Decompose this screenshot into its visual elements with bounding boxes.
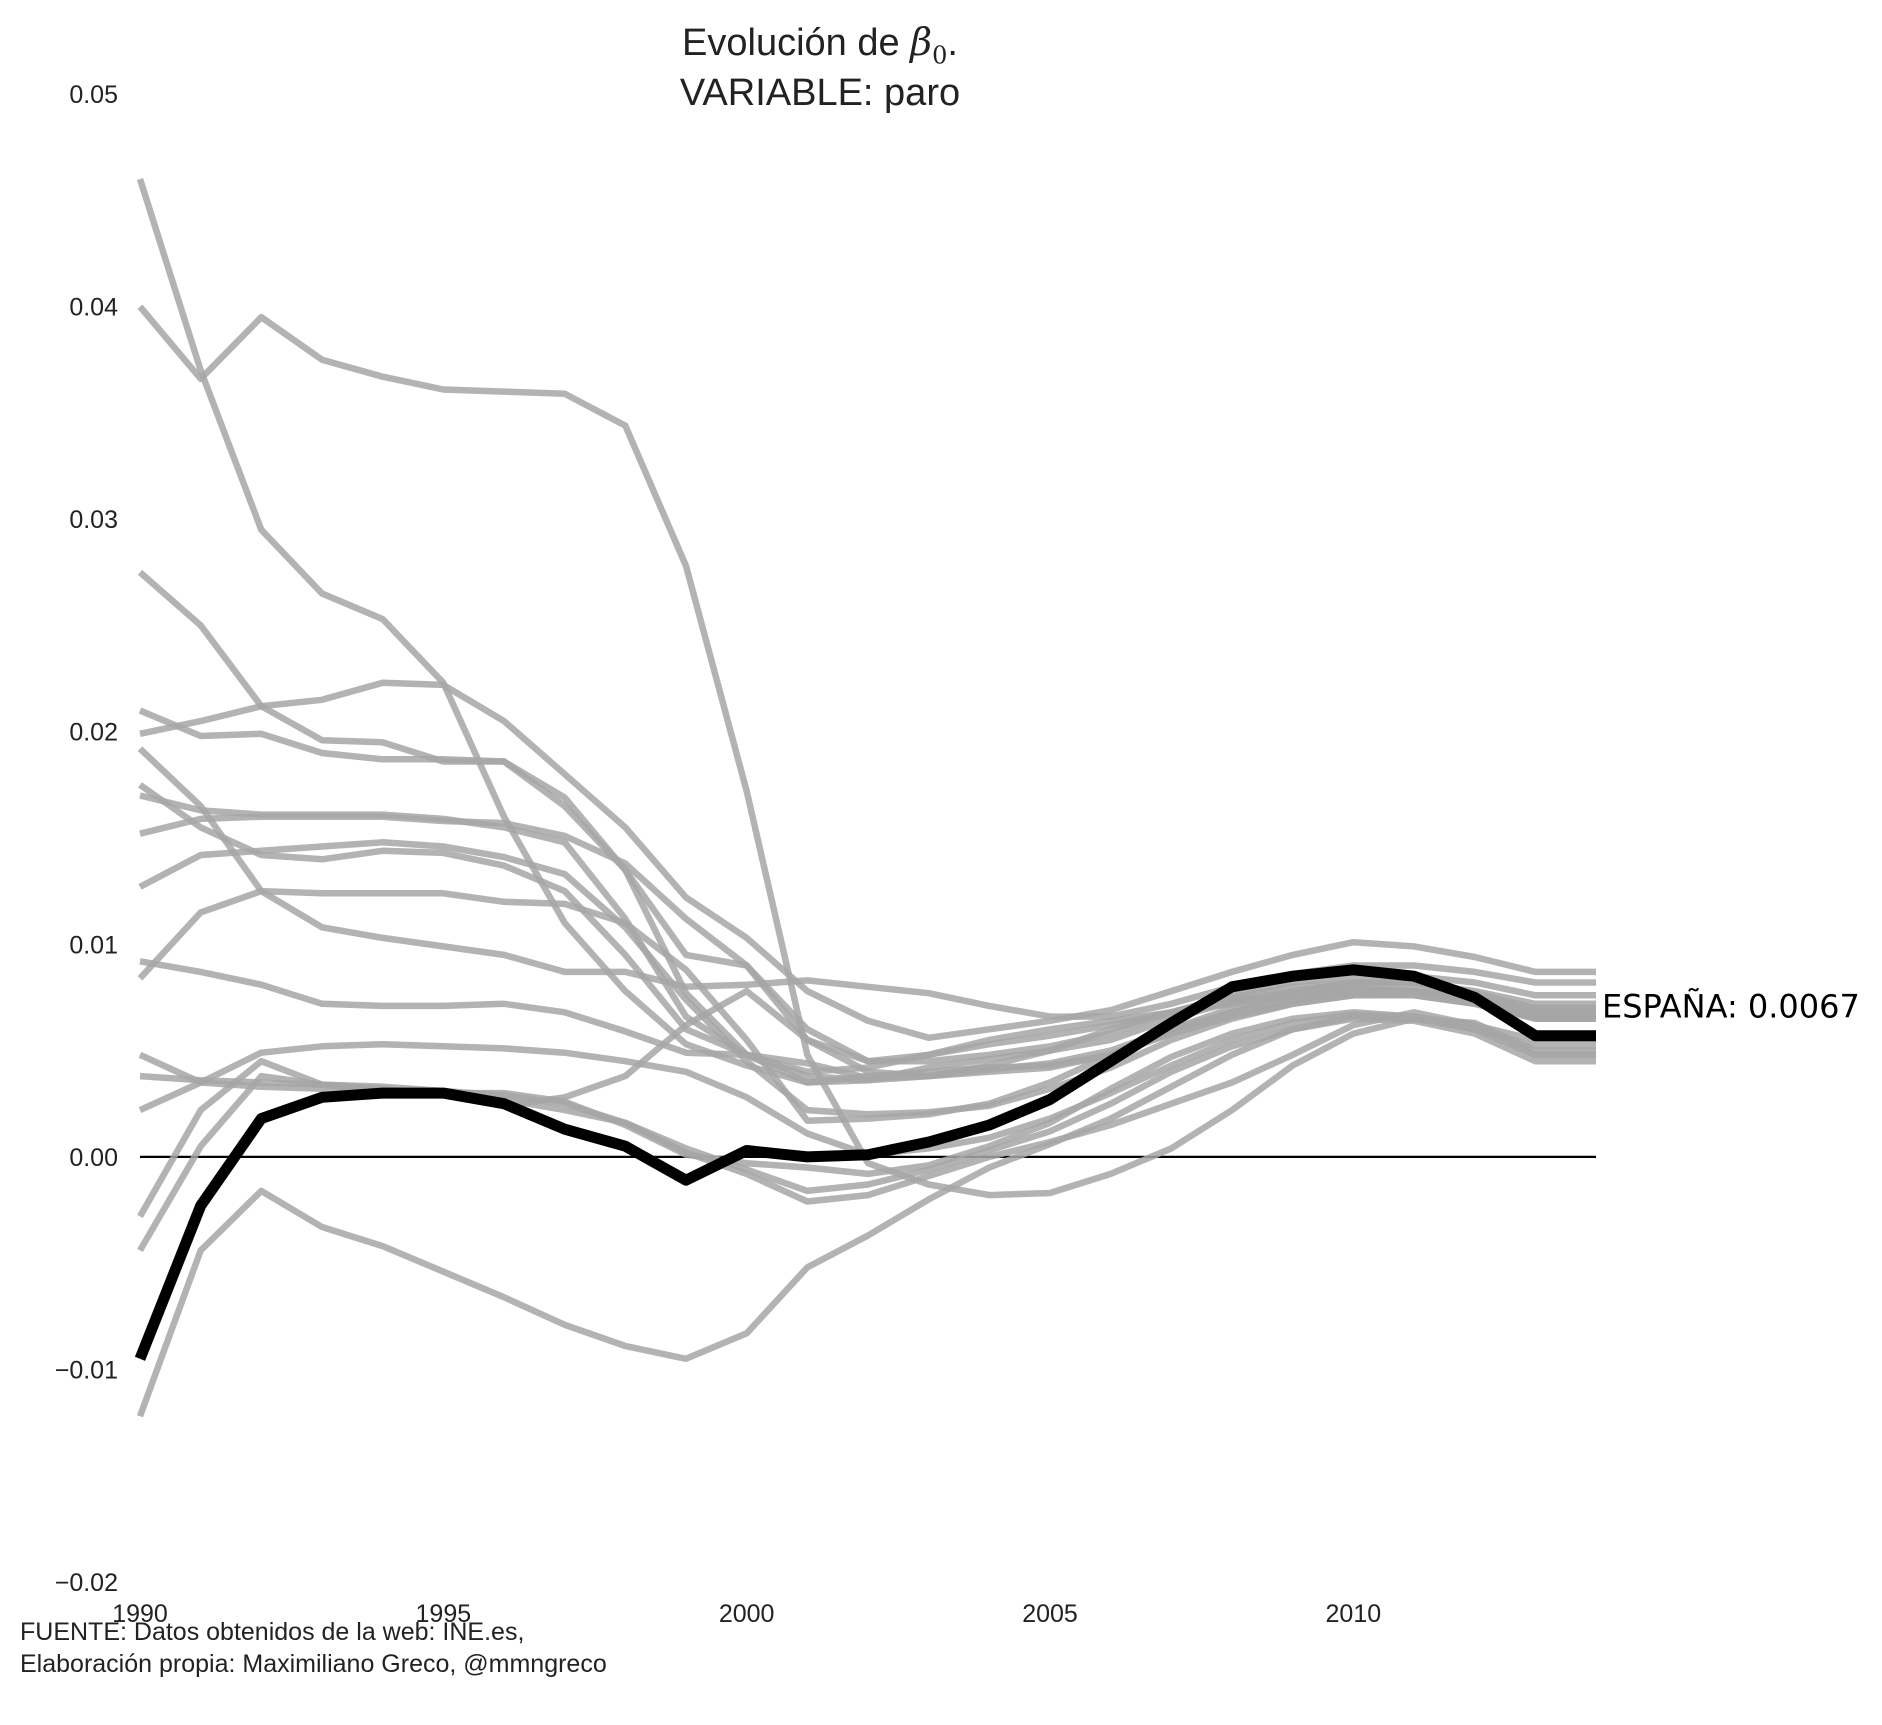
y-tick-label: −0.01 bbox=[55, 1356, 118, 1384]
x-tick-label: 1990 bbox=[112, 1600, 168, 1628]
beta-symbol: β0 bbox=[910, 20, 948, 70]
y-tick-label: 0.00 bbox=[69, 1144, 118, 1172]
y-tick-label: 0.01 bbox=[69, 931, 118, 959]
chart-title-line-2: VARIABLE: paro bbox=[679, 72, 961, 114]
y-tick-label: 0.02 bbox=[69, 719, 118, 747]
series-line-region bbox=[139, 958, 1596, 1082]
x-tick-label: 1995 bbox=[416, 1600, 472, 1628]
series-line-espana bbox=[134, 964, 1596, 1361]
series-line-region bbox=[139, 792, 1596, 1084]
series-line-region bbox=[138, 839, 1596, 1118]
y-tick-label: 0.03 bbox=[69, 506, 118, 534]
x-tick-label: 2010 bbox=[1326, 1600, 1382, 1628]
y-tick-label: −0.02 bbox=[55, 1569, 118, 1597]
chart-title-line-1: Evolución de β0. bbox=[682, 20, 958, 70]
espana-value-label: ESPAÑA: 0.0067 bbox=[1602, 988, 1860, 1026]
series-line-region bbox=[138, 707, 1596, 1065]
series-line-region bbox=[139, 1015, 1596, 1195]
x-tick-label: 2005 bbox=[1022, 1600, 1078, 1628]
series-line-region bbox=[137, 304, 1596, 1199]
series-line-region bbox=[139, 679, 1596, 1042]
x-tick-label: 2000 bbox=[719, 1600, 775, 1628]
y-tick-label: 0.04 bbox=[69, 294, 118, 322]
y-tick-label: 0.05 bbox=[69, 81, 118, 109]
source-note-line-1: FUENTE: Datos obtenidos de la web: INE.e… bbox=[20, 1618, 525, 1646]
source-note-line-2: Elaboración propia: Maximiliano Greco, @… bbox=[20, 1650, 607, 1678]
